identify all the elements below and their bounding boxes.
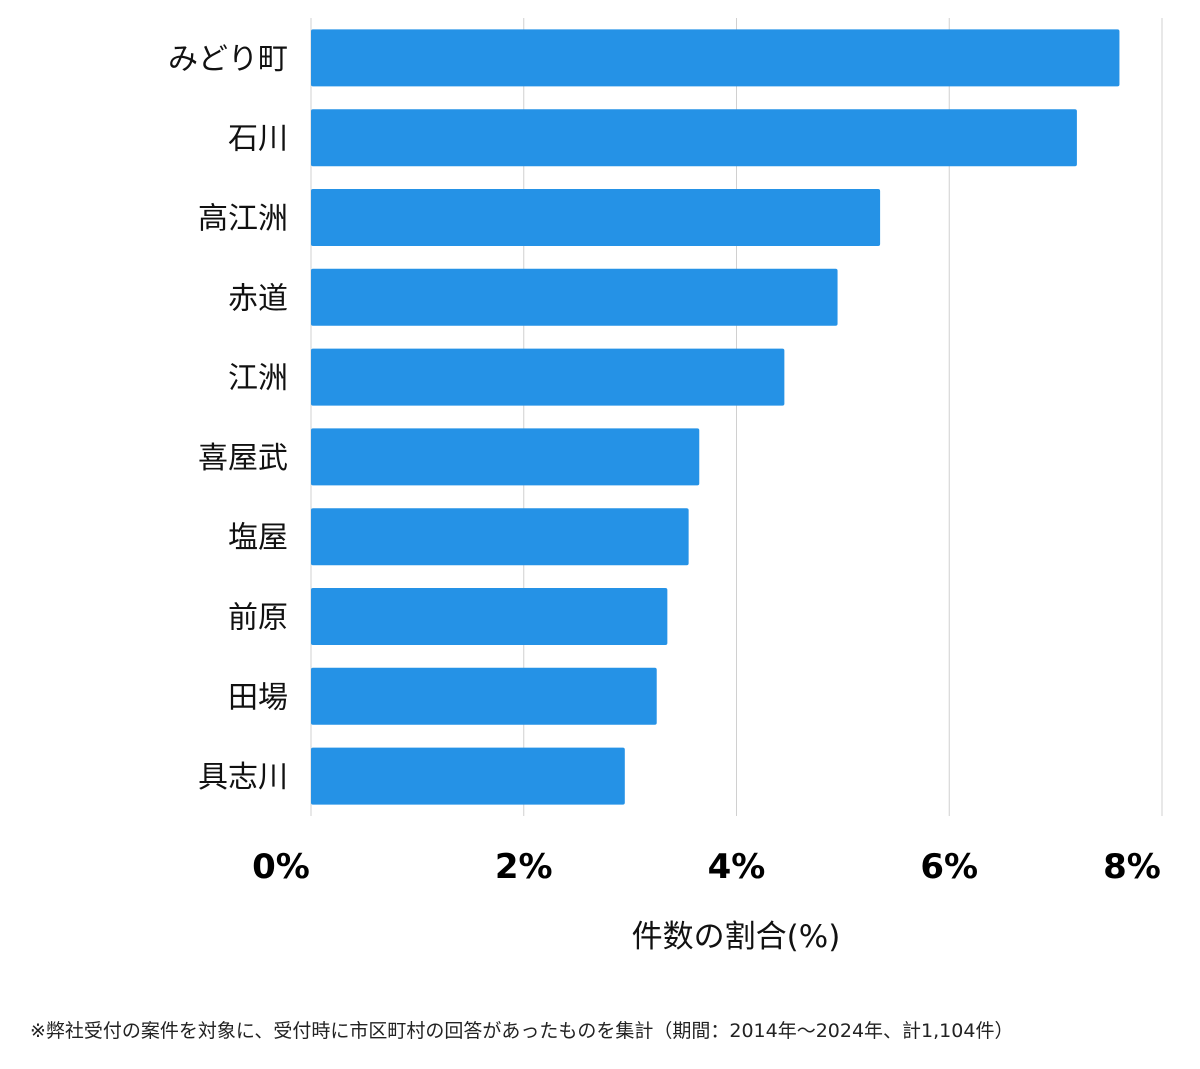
- category-label: 具志川: [198, 760, 288, 795]
- category-label: 田場: [228, 680, 288, 715]
- bar: [311, 428, 700, 486]
- x-tick-label: 0%: [252, 847, 310, 887]
- category-label: 前原: [228, 601, 288, 636]
- x-tick-label: 2%: [495, 847, 553, 887]
- category-label: 石川: [228, 122, 288, 157]
- bar: [311, 189, 881, 246]
- bar: [311, 109, 1077, 167]
- bar: [311, 268, 838, 326]
- x-tick-label: 4%: [708, 847, 766, 887]
- category-label: 赤道: [228, 281, 288, 316]
- bar: [311, 667, 657, 725]
- footnote: ※弊社受付の案件を対象に、受付時に市区町村の回答があったものを集計（期間：201…: [30, 1020, 1014, 1042]
- category-label: 喜屋武: [198, 441, 288, 476]
- category-label: 高江洲: [198, 202, 288, 237]
- category-label: 江洲: [228, 361, 288, 396]
- bar: [311, 588, 668, 645]
- bar: [311, 348, 785, 406]
- category-label: 塩屋: [228, 521, 288, 556]
- category-label: みどり町: [168, 42, 288, 77]
- x-tick-label: 6%: [920, 847, 978, 887]
- x-tick-label: 8%: [1103, 847, 1161, 887]
- bar: [311, 29, 1120, 87]
- bar: [311, 747, 625, 805]
- bars: [311, 29, 1120, 805]
- bar: [311, 508, 689, 566]
- x-tick-labels: 0% 2% 4% 6% 8%: [252, 847, 1161, 887]
- x-axis-title: 件数の割合(%): [632, 919, 841, 955]
